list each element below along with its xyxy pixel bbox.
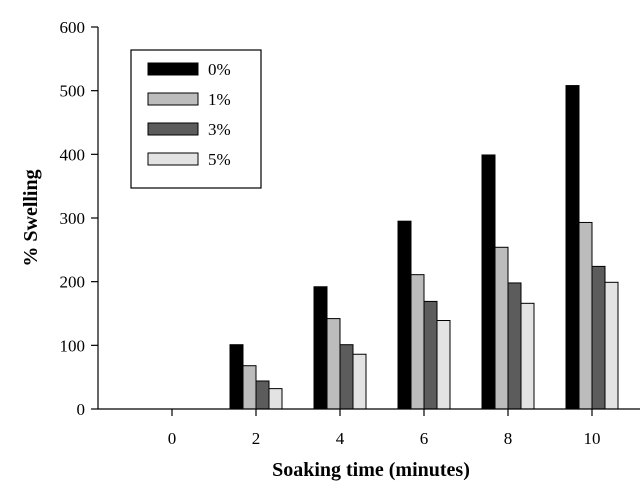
bar — [494, 246, 509, 410]
bar — [326, 318, 341, 410]
y-axis-ticks: 0 100 200 300 400 500 600 — [60, 18, 98, 419]
bar — [507, 282, 522, 410]
x-axis-title: Soaking time (minutes) — [272, 459, 470, 481]
bar — [255, 380, 270, 410]
y-tick-label: 0 — [77, 400, 86, 419]
legend-swatch — [147, 62, 199, 76]
legend-label: 5% — [208, 150, 231, 169]
bar — [268, 388, 283, 410]
bar-series — [229, 85, 619, 410]
bar — [397, 220, 412, 410]
legend-label: 0% — [208, 60, 231, 79]
legend: 0% 1% 3% 5% — [130, 49, 262, 189]
bar — [591, 265, 606, 410]
y-tick-label: 500 — [60, 82, 86, 101]
bar — [604, 281, 619, 410]
y-tick-label: 200 — [60, 273, 86, 292]
bar — [565, 85, 580, 410]
bar — [481, 154, 496, 410]
x-tick-label: 10 — [584, 429, 601, 448]
x-tick-label: 8 — [504, 429, 513, 448]
x-tick-label: 2 — [252, 429, 261, 448]
y-axis-title: % Swelling — [20, 169, 42, 266]
x-tick-label: 0 — [168, 429, 177, 448]
y-tick-label: 300 — [60, 209, 86, 228]
bar — [229, 344, 244, 410]
x-axis-ticks: 0 2 4 6 8 10 — [168, 409, 601, 448]
legend-swatch — [147, 122, 199, 136]
x-tick-label: 4 — [336, 429, 345, 448]
legend-swatch — [147, 92, 199, 106]
legend-label: 1% — [208, 90, 231, 109]
y-tick-label: 400 — [60, 145, 86, 164]
legend-label: 3% — [208, 120, 231, 139]
bar — [410, 274, 425, 410]
x-tick-label: 6 — [420, 429, 429, 448]
bar — [242, 365, 257, 410]
bar — [352, 353, 367, 410]
y-tick-label: 100 — [60, 336, 86, 355]
bar — [313, 286, 328, 410]
bar — [520, 302, 535, 410]
bar — [436, 320, 451, 410]
bar — [423, 300, 438, 410]
bar — [339, 344, 354, 410]
legend-swatch — [147, 152, 199, 166]
bar — [578, 221, 593, 410]
y-tick-label: 600 — [60, 18, 86, 37]
